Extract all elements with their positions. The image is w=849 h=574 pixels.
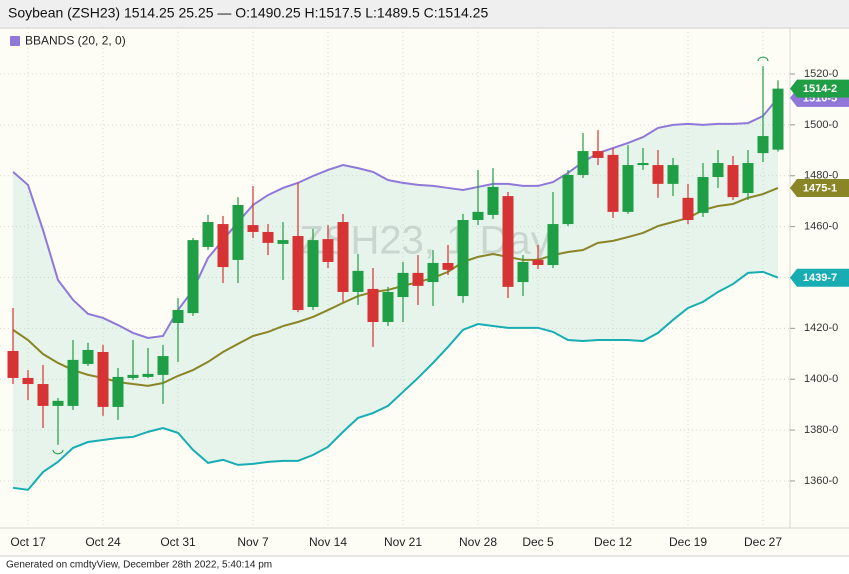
candle-body [532,259,544,266]
low-marker [52,449,64,455]
candle-body [292,236,304,311]
price-tag-middle [790,178,849,197]
candle-body [217,224,229,268]
x-tick-label: Dec 19 [669,535,707,549]
candle-body [202,222,214,247]
price-tag-middle-label: 1475-1 [803,182,837,194]
candle-body [562,174,574,225]
candle-body [517,261,529,283]
y-tick-label: 1420-0 [804,322,838,334]
candle-body [592,151,604,158]
band-fill [13,97,778,490]
candle-body [472,211,484,220]
candle-body [487,186,499,215]
candle-body [457,219,469,297]
price-tag-lower-label: 1439-7 [803,272,837,284]
y-tick-label: 1380-0 [804,424,838,436]
candle-body [607,154,619,212]
band-line-lower [12,270,779,491]
candle-body [667,165,679,184]
x-tick-label: Nov 14 [309,535,347,549]
candle-body [757,136,769,154]
y-tick-label: 1360-0 [804,475,838,487]
candle-body [622,165,634,212]
candle-body [742,163,754,194]
candle-body [502,196,514,287]
candle-body [772,88,784,150]
legend-swatch [10,36,20,46]
x-tick-label: Oct 31 [160,535,196,549]
footer-bar [0,556,849,574]
candle-body [697,177,709,213]
x-tick-label: Nov 7 [237,535,269,549]
candle-body [97,351,109,407]
candle-body [157,356,169,375]
x-tick-label: Nov 21 [384,535,422,549]
candle-body [127,374,139,378]
legend-label: BBANDS (20, 2, 0) [25,34,126,48]
candle-body [577,151,589,175]
candle-body [112,376,124,407]
candle-body [307,240,319,307]
header-bar [0,0,849,28]
candle-body [652,165,664,184]
footer-text: Generated on cmdtyView, December 28th 20… [6,560,272,571]
y-tick-label: 1460-0 [804,221,838,233]
band-line-middle [12,187,779,387]
x-tick-label: Dec 5 [522,535,554,549]
candle-body [682,197,694,220]
y-tick-label: 1520-0 [804,68,838,80]
candle-body [82,349,94,364]
candle-body [352,270,364,292]
plot-area [0,28,790,528]
candle-body [637,163,649,166]
candle-body [172,310,184,324]
candle-body [547,224,559,266]
candle-body [412,272,424,286]
candle-body [232,204,244,260]
x-tick-label: Nov 28 [459,535,497,549]
candle-body [382,291,394,322]
candle-body [277,240,289,244]
candle-body [337,222,349,292]
candle-body [427,262,439,283]
candle-body [22,377,34,385]
x-tick-label: Oct 24 [85,535,121,549]
x-tick-label: Dec 27 [744,535,782,549]
band-line-upper [12,97,779,340]
high-marker [757,56,769,62]
price-tag-lower [790,268,849,287]
y-tick-label: 1400-0 [804,373,838,385]
x-tick-label: Oct 17 [10,535,46,549]
candle-body [727,165,739,198]
price-tag-close-label: 1514-2 [803,83,837,95]
candle-body [142,373,154,377]
candle-body [37,384,49,406]
candle-body [442,262,454,270]
candle-body [7,350,19,378]
candle-body [187,240,199,314]
candle-body [247,225,259,232]
candle-body [262,231,274,243]
candle-body [52,400,64,406]
candle-body [322,239,334,262]
price-tag-close [790,79,849,98]
y-tick-label: 1500-0 [804,119,838,131]
x-tick-label: Dec 12 [594,535,632,549]
candle-body [367,288,379,322]
y-tick-label: 1480-0 [804,170,838,182]
candle-body [712,163,724,178]
candle-body [67,359,79,406]
chart-title: Soybean (ZSH23) 1514.25 25.25 — O:1490.2… [8,5,488,21]
candle-body [397,272,409,298]
